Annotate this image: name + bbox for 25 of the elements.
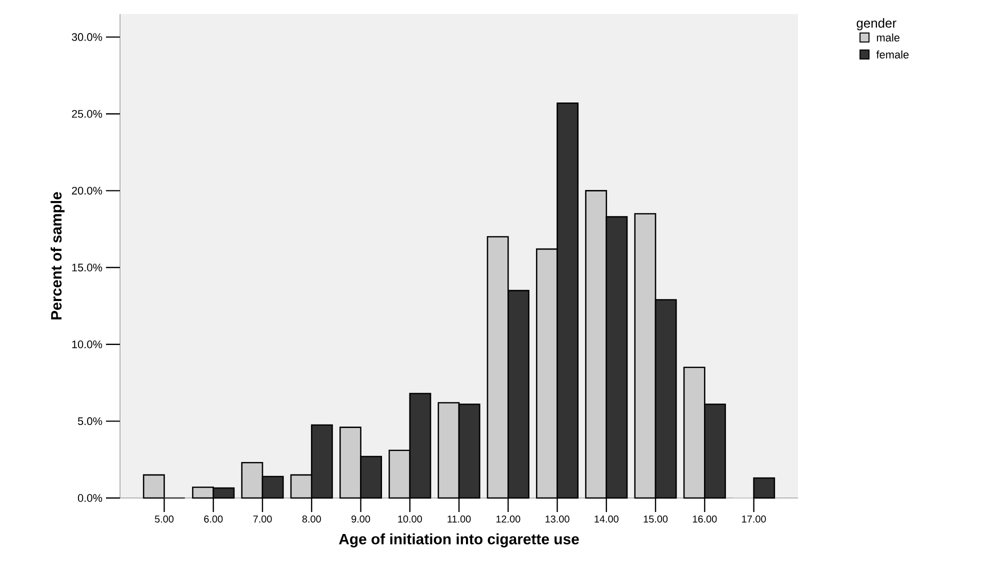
x-axis-title: Age of initiation into cigarette use xyxy=(338,533,579,548)
y-tick-label: 30.0% xyxy=(72,33,102,41)
x-tick-label: 8.00 xyxy=(302,516,321,523)
legend-label: female xyxy=(876,50,909,59)
y-tick-label: 5.0% xyxy=(78,417,102,426)
x-tick-label: 9.00 xyxy=(352,516,370,523)
y-axis-title: Percent of sample xyxy=(50,192,65,320)
y-tick-label: 20.0% xyxy=(72,186,102,195)
x-tick-label: 13.00 xyxy=(546,516,570,523)
x-tick-label: 16.00 xyxy=(692,516,717,523)
x-tick-label: 7.00 xyxy=(253,516,272,523)
x-tick-label: 10.00 xyxy=(398,516,422,523)
y-tick-label: 15.0% xyxy=(72,264,102,272)
x-tick-label: 17.00 xyxy=(742,516,766,523)
y-tick-label: 0.0% xyxy=(78,494,102,502)
y-tick-label: 10.0% xyxy=(72,340,102,348)
x-tick-label: 14.00 xyxy=(594,516,618,523)
legend-title: gender xyxy=(856,18,896,30)
x-tick-label: 12.00 xyxy=(496,516,520,523)
y-tick-label: 25.0% xyxy=(72,110,102,118)
x-tick-label: 11.00 xyxy=(448,516,471,523)
x-tick-label: 6.00 xyxy=(204,516,223,523)
x-tick-label: 15.00 xyxy=(644,516,668,523)
legend-label: male xyxy=(876,33,900,42)
x-tick-label: 5.00 xyxy=(154,516,174,523)
